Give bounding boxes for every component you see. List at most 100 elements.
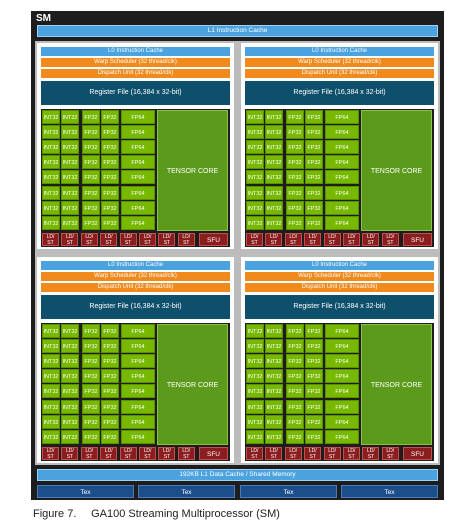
ld-st-unit: LD/ST bbox=[139, 233, 156, 246]
int32-unit: INT32 bbox=[42, 155, 60, 170]
ld-st-unit: LD/ST bbox=[284, 233, 302, 246]
ld-st-unit: LD/ST bbox=[265, 233, 283, 246]
fp64-unit: FP64 bbox=[325, 215, 359, 230]
st-label: ST bbox=[251, 454, 258, 460]
ld-st-unit: LD/ST bbox=[119, 233, 137, 246]
int32-unit: INT32 bbox=[61, 125, 79, 140]
fp32-unit: FP32 bbox=[101, 429, 119, 444]
st-label: ST bbox=[328, 454, 336, 460]
int32-unit: INT32 bbox=[265, 354, 283, 369]
ld-label: LD/ bbox=[104, 448, 113, 454]
st-label: ST bbox=[348, 454, 355, 460]
streaming-multiprocessor: SM L1 Instruction Cache L0 Instruction C… bbox=[31, 11, 444, 500]
ld-st-unit: LD/ST bbox=[61, 233, 79, 246]
ld-label: LD/ bbox=[143, 234, 152, 240]
ld-label: LD/ bbox=[367, 234, 375, 240]
int32-unit: INT32 bbox=[265, 215, 283, 230]
int32-unit: INT32 bbox=[246, 399, 264, 414]
fp64-unit: FP64 bbox=[325, 369, 359, 384]
fp32-unit: FP32 bbox=[82, 414, 100, 429]
fp32-unit: FP32 bbox=[82, 215, 100, 230]
st-label: ST bbox=[387, 240, 394, 246]
st-label: ST bbox=[105, 454, 112, 460]
int32-unit: INT32 bbox=[246, 414, 264, 429]
fp32-unit: FP32 bbox=[305, 399, 323, 414]
figure-number: Figure 7. bbox=[33, 508, 77, 520]
l0-instruction-cache: L0 Instruction Cache bbox=[41, 47, 230, 56]
tex-unit: Tex bbox=[37, 485, 134, 498]
fp32-unit: FP32 bbox=[82, 399, 100, 414]
ld-st-unit: LD/ST bbox=[42, 233, 59, 246]
processing-block-1: L0 Instruction Cache Warp Scheduler (32 t… bbox=[37, 43, 234, 249]
fp32-unit: FP32 bbox=[305, 140, 323, 155]
ld-st-unit: LD/ST bbox=[61, 447, 79, 460]
fp64-unit: FP64 bbox=[121, 339, 155, 354]
fp32-unit: FP32 bbox=[286, 155, 304, 170]
fp32-unit: FP32 bbox=[305, 324, 323, 339]
dispatch-unit: Dispatch Unit (32 thread/clk) bbox=[245, 283, 434, 292]
l0-instruction-cache: L0 Instruction Cache bbox=[41, 261, 230, 270]
fp64-unit: FP64 bbox=[325, 110, 359, 125]
fp32-unit: FP32 bbox=[101, 384, 119, 399]
processing-blocks: L0 Instruction Cache Warp Scheduler (32 t… bbox=[35, 41, 440, 465]
int32-unit: INT32 bbox=[246, 429, 264, 444]
int32-unit: INT32 bbox=[61, 354, 79, 369]
int32-unit: INT32 bbox=[246, 384, 264, 399]
int32-unit: INT32 bbox=[265, 414, 283, 429]
int32-unit: INT32 bbox=[42, 354, 60, 369]
sfu-unit: SFU bbox=[199, 233, 228, 246]
st-label: ST bbox=[183, 454, 190, 460]
fp32-unit: FP32 bbox=[286, 369, 304, 384]
int32-unit: INT32 bbox=[42, 384, 60, 399]
ld-st-unit: LD/ST bbox=[381, 447, 399, 460]
int32-unit: INT32 bbox=[42, 170, 60, 185]
ld-st-unit: LD/ST bbox=[265, 447, 283, 460]
int32-unit: INT32 bbox=[265, 155, 283, 170]
st-label: ST bbox=[105, 240, 112, 246]
int32-unit: INT32 bbox=[61, 399, 79, 414]
st-label: ST bbox=[290, 454, 297, 460]
int32-unit: INT32 bbox=[42, 185, 60, 200]
int32-unit: INT32 bbox=[246, 200, 264, 215]
int32-unit: INT32 bbox=[246, 110, 264, 125]
fp32-unit: FP32 bbox=[101, 324, 119, 339]
sfu-unit: SFU bbox=[403, 447, 432, 460]
fp64-unit: FP64 bbox=[121, 429, 155, 444]
int32-unit: INT32 bbox=[246, 324, 264, 339]
fp32-unit: FP32 bbox=[305, 339, 323, 354]
int32-unit: INT32 bbox=[61, 170, 79, 185]
tex-unit: Tex bbox=[240, 485, 337, 498]
st-label: ST bbox=[270, 240, 278, 246]
fp32-unit: FP32 bbox=[305, 369, 323, 384]
st-label: ST bbox=[367, 454, 375, 460]
fp32-unit: FP32 bbox=[101, 354, 119, 369]
int32-unit: INT32 bbox=[42, 399, 60, 414]
ld-label: LD/ bbox=[163, 448, 171, 454]
int32-unit: INT32 bbox=[42, 339, 60, 354]
ld-label: LD/ bbox=[308, 448, 317, 454]
fp32-unit: FP32 bbox=[286, 354, 304, 369]
fp32-unit: FP32 bbox=[305, 215, 323, 230]
fp32-unit: FP32 bbox=[286, 429, 304, 444]
fp32-unit: FP32 bbox=[101, 125, 119, 140]
l0-instruction-cache: L0 Instruction Cache bbox=[245, 47, 434, 56]
figure-title: GA100 Streaming Multiprocessor (SM) bbox=[91, 508, 280, 520]
ld-label: LD/ bbox=[104, 234, 113, 240]
ld-st-unit: LD/ST bbox=[42, 447, 59, 460]
ld-label: LD/ bbox=[386, 448, 395, 454]
int32-unit: INT32 bbox=[42, 215, 60, 230]
register-file: Register File (16,384 x 32-bit) bbox=[41, 295, 230, 319]
int32-unit: INT32 bbox=[61, 185, 79, 200]
st-label: ST bbox=[47, 240, 54, 246]
ld-st-unit: LD/ST bbox=[323, 233, 341, 246]
st-label: ST bbox=[124, 240, 132, 246]
int32-unit: INT32 bbox=[265, 339, 283, 354]
core-array: INT32 INT32 FP32 FP32 FP64 INT32 INT32 FP32 FP32… bbox=[245, 323, 434, 461]
fp64-unit: FP64 bbox=[121, 200, 155, 215]
ld-st-unit: LD/ST bbox=[177, 447, 195, 460]
st-label: ST bbox=[367, 240, 375, 246]
ld-label: LD/ bbox=[85, 448, 94, 454]
warp-scheduler: Warp Scheduler (32 thread/clk) bbox=[41, 58, 230, 67]
ld-st-unit: LD/ST bbox=[246, 233, 263, 246]
fp64-unit: FP64 bbox=[121, 170, 155, 185]
